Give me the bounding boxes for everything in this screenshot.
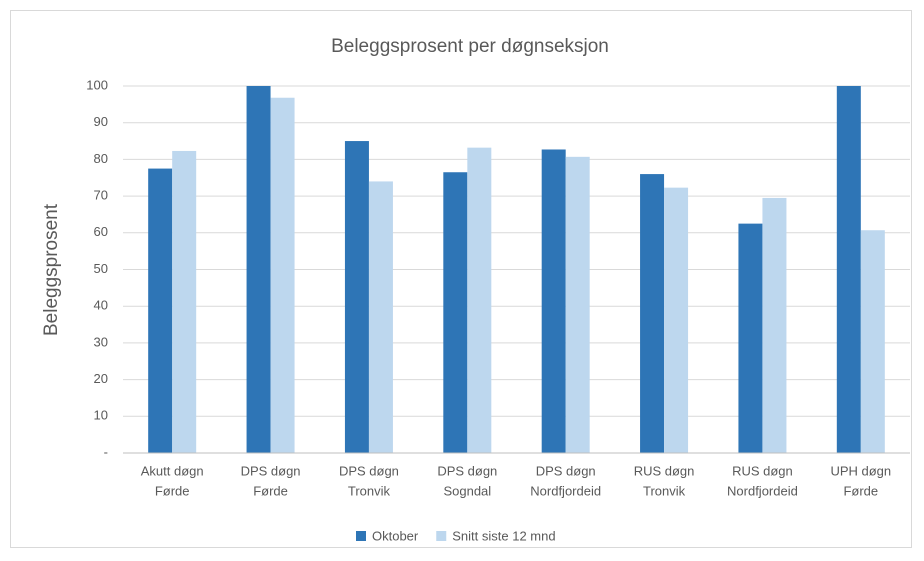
x-tick-label: Sogndal [443,483,491,498]
bar [860,230,885,453]
legend-swatch [356,531,366,541]
bar [148,168,173,453]
bar [762,197,787,453]
bar [270,97,295,453]
y-tick-label: 80 [94,151,108,166]
y-tick-label: 30 [94,334,108,349]
y-tick-label: 60 [94,224,108,239]
x-tick-label: DPS døgn [437,463,497,478]
x-tick-label: Nordfjordeid [727,483,798,498]
y-tick-label: 10 [94,408,108,423]
y-tick-label: 90 [94,114,108,129]
bar [541,149,566,453]
legend-swatch [436,531,447,541]
x-tick-label: DPS døgn [241,463,301,478]
x-tick-label: RUS døgn [732,463,793,478]
legend-label: Oktober [372,528,419,543]
y-tick-label: 50 [94,261,108,276]
x-tick-label: Tronvik [643,483,686,498]
y-tick-label: 20 [94,371,108,386]
bar [738,223,763,453]
y-tick-label: - [104,444,108,459]
x-tick-label: UPH døgn [830,463,891,478]
x-tick-label: Førde [155,483,190,498]
bar [467,147,492,453]
bar [664,187,689,453]
bar [836,86,861,453]
x-tick-label: Nordfjordeid [530,483,601,498]
y-axis-label: Beleggsprosent [41,203,62,336]
bar [172,150,197,454]
y-tick-label: 70 [94,188,108,203]
bar [443,172,468,453]
x-tick-label: DPS døgn [339,463,399,478]
x-tick-label: RUS døgn [634,463,695,478]
chart-title: Beleggsprosent per døgnseksjon [331,36,609,57]
bar [246,86,271,453]
x-tick-label: Tronvik [348,483,391,498]
bar [640,174,665,453]
bar [344,141,369,454]
bar [565,156,590,453]
x-tick-label: Førde [843,483,878,498]
bar [368,181,393,454]
y-tick-label: 40 [94,298,108,313]
y-tick-label: 100 [86,77,108,92]
x-tick-label: Førde [253,483,288,498]
x-tick-label: DPS døgn [536,463,596,478]
x-tick-label: Akutt døgn [141,463,204,478]
legend-label: Snitt siste 12 mnd [452,528,555,543]
